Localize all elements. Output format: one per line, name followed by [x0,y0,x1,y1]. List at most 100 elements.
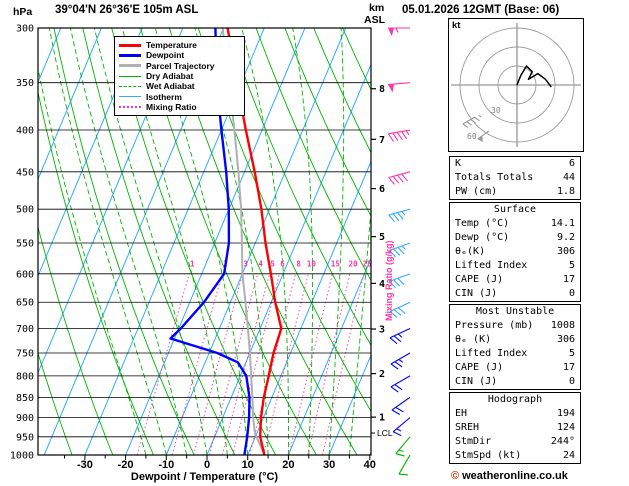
copyright: © weatheronline.co.uk [451,470,568,482]
legend-item: Mixing Ratio [119,102,240,112]
table-row-label: θₑ (K) [455,334,492,345]
temperature-tick-label: 40 [364,459,376,471]
legend-item: Dewpoint [119,50,240,60]
lcl-label: LCL [377,428,393,438]
legend-label: Mixing Ratio [146,101,197,112]
pressure-tick-label: 1000 [10,451,34,462]
wind-barb [389,328,411,339]
legend-item: Wet Adiabat [119,81,240,91]
legend-label: Temperature [146,40,197,51]
pressure-tick-label: 750 [16,348,34,359]
wind-barb [392,417,411,433]
table-section-header: Surface [493,204,537,215]
table-section-header: Most Unstable [475,306,555,317]
valid-datetime: 05.01.2026 12GMT (Base: 06) [402,4,560,16]
wind-barb [388,171,411,179]
temperature-tick-label: 10 [242,459,254,471]
wind-barb [389,242,411,252]
pressure-tick-label: 600 [16,269,34,280]
altitude-tick-label: 7 [379,135,385,146]
mixing-ratio-value: 4 [258,260,263,269]
mixing-ratio-value: 20 [348,260,358,269]
mixing-ratio-axis-label: Mixing Ratio (g/kg) [384,240,394,322]
table-row-value: 244° [550,436,575,447]
wind-barb [389,273,411,282]
temperature-tick-label: 20 [282,459,294,471]
table-row-value: 0 [568,376,575,387]
legend-swatch [119,64,141,68]
altitude-tick-label: 2 [379,369,385,380]
table-row-label: StmSpd (kt) [455,450,522,461]
table-row: CAPE (J) 17 [450,361,580,375]
hodograph-ring-label: 30 [491,106,501,115]
table-row: SREH 124 [450,421,580,435]
hodograph-plot: 30 60 [451,23,581,147]
table-row: PW (cm) 1.8 [450,185,580,199]
wind-barb [395,436,411,455]
table-row-value: 124 [556,422,575,433]
pressure-tick-label: 900 [16,413,34,424]
wind-barb [388,208,411,216]
legend-label: Dry Adiabat [146,71,194,82]
table-row-label: CIN (J) [455,288,498,299]
mixing-ratio-value: 25 [362,260,371,269]
table-row-label: Lifted Index [455,348,528,359]
legend-swatch [119,105,141,108]
pressure-tick-label: 950 [16,432,34,443]
table-row-label: K [455,158,462,169]
table-row-label: Dewp (°C) [455,232,510,243]
table-row: Lifted Index 5 [450,259,580,273]
temperature-tick-label: -20 [118,459,134,471]
altitude-axis-unit-km: km [369,2,385,14]
mixing-ratio-value: 5 [270,260,275,269]
table-row: Temp (°C) 14.1 [450,217,580,231]
table-row: θₑ (K) 306 [450,333,580,347]
dewpoint-curve [169,28,251,455]
wind-barb [390,375,411,388]
legend: Temperature Dewpoint Parcel Trajectory Dry … [114,36,245,117]
table-row-value: 9.2 [556,232,575,243]
table-row: EH 194 [450,407,580,421]
temperature-tick-label: -10 [158,459,174,471]
wind-barb [477,130,490,140]
wind-barb [388,82,411,86]
pressure-tick-label: 300 [16,24,34,35]
legend-label: Isotherm [146,91,182,102]
pressure-tick-label: 400 [16,126,34,137]
table-row-value: 0 [568,288,575,299]
table-row-label: SREH [455,422,480,433]
table-row-label: Lifted Index [455,260,528,271]
legend-label: Parcel Trajectory [146,60,215,71]
altitude-tick-label: 3 [379,325,385,336]
table-row-value: 24 [562,450,575,461]
mixing-ratio-value: 10 [307,260,317,269]
table-row-label: PW (cm) [455,186,498,197]
table-row-label: Totals Totals [455,172,534,183]
table-row-label: Temp (°C) [455,218,510,229]
hodograph-markers [462,114,490,143]
table-row-value: 17 [562,274,575,285]
table-row-value: 1008 [550,320,575,331]
temperature-tick-label: 0 [204,459,210,471]
hodograph-unit-label: kt [452,20,461,31]
table-section: Hodograph EH 194 SREH 124 StmDir 244° StmSpd (k… [449,392,581,464]
hodograph-ring [459,27,575,143]
legend-item: Parcel Trajectory [119,61,240,71]
parcel-trajectory-curve [221,28,266,455]
table-section: Most Unstable Pressure (mb) 1008 θₑ (K) 306 L… [449,304,581,390]
pressure-tick-label: 800 [16,371,34,382]
mixing-ratio-value: 3 [243,260,248,269]
table-row-value: 306 [556,334,575,345]
legend-swatch [119,53,141,57]
legend-item: Dry Adiabat [119,71,240,81]
altitude-tick-label: 6 [379,184,385,195]
mixing-ratio-value: 6 [280,260,285,269]
table-row-value: 14.1 [550,218,575,229]
temperature-axis: -30 -20 -10 0 10 20 30 40 [64,455,376,471]
legend-label: Dewpoint [146,50,185,61]
mixing-ratio-value: 15 [331,260,340,269]
legend-swatch [119,43,141,47]
legend-item: Temperature [119,40,240,50]
pressure-tick-label: 850 [16,393,34,404]
